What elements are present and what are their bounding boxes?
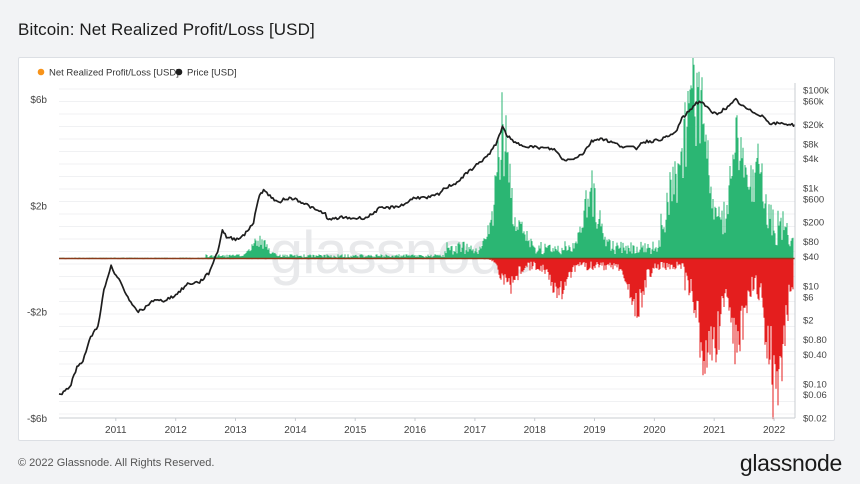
chart-card: glassnode $6b $2b -$2b -$6b $100k $60k $20k $8… bbox=[18, 32, 835, 441]
x-axis-tick-label: 2011 bbox=[105, 425, 127, 436]
right-axis-tick-label: $80 bbox=[803, 237, 819, 248]
legend-marker bbox=[37, 68, 45, 76]
right-axis-tick-label: $4k bbox=[803, 154, 819, 165]
right-axis-tick-label: $8k bbox=[803, 139, 819, 150]
right-axis-tick-label: $60k bbox=[803, 97, 824, 108]
left-axis-tick-label: -$2b bbox=[27, 308, 47, 319]
left-axis-tick-label: -$6b bbox=[27, 414, 47, 425]
right-axis-tick-label: $10 bbox=[803, 281, 819, 292]
copyright-text: © 2022 Glassnode. All Rights Reserved. bbox=[18, 457, 215, 469]
left-axis-labels: $6b $2b -$2b -$6b bbox=[27, 95, 47, 425]
right-axis-tick-label: $20k bbox=[803, 120, 824, 131]
left-axis-tick-label: $2b bbox=[30, 201, 47, 212]
legend-label[interactable]: Price [USD] bbox=[187, 68, 237, 79]
right-axis-labels: $100k$60k$20k$8k$4k$1k$600$200$80$40$10$… bbox=[803, 86, 829, 425]
glassnode-logo: glassnode bbox=[739, 450, 842, 476]
right-axis-tick-label: $2 bbox=[803, 316, 814, 327]
right-axis-tick-label: $1k bbox=[803, 184, 819, 195]
x-axis-tick-label: 2014 bbox=[284, 425, 307, 436]
x-axis-tick-label: 2019 bbox=[583, 425, 606, 436]
x-axis-labels: 2011 2012 2013 2014 2015 2016 2017 2018 2019 2020… bbox=[105, 418, 786, 436]
right-axis-tick-label: $0.40 bbox=[803, 350, 827, 361]
right-axis-tick-label: $0.10 bbox=[803, 379, 827, 390]
right-axis-tick-label: $40 bbox=[803, 252, 819, 263]
x-axis-tick-label: 2016 bbox=[404, 425, 427, 436]
x-axis-tick-label: 2021 bbox=[703, 425, 726, 436]
legend-label[interactable]: Net Realized Profit/Loss [USD] bbox=[49, 68, 179, 79]
right-axis-tick-label: $600 bbox=[803, 194, 824, 205]
x-axis-tick-label: 2022 bbox=[763, 425, 786, 436]
right-axis-tick-label: $100k bbox=[803, 86, 829, 97]
right-axis-tick-label: $200 bbox=[803, 218, 824, 229]
right-axis-tick-label: $0.02 bbox=[803, 414, 827, 425]
price-series-line bbox=[58, 97, 796, 396]
legend: Net Realized Profit/Loss [USD] Price [USD… bbox=[37, 68, 237, 79]
right-axis-tick-label: $0.80 bbox=[803, 335, 827, 346]
right-axis-tick-label: $0.06 bbox=[803, 390, 827, 401]
legend-marker bbox=[175, 68, 183, 76]
chart-svg: glassnode $6b$2b-$2b-$6b $100k$60k$20k$8… bbox=[27, 32, 829, 436]
x-axis-tick-label: 2018 bbox=[524, 425, 547, 436]
x-axis-tick-label: 2015 bbox=[344, 425, 367, 436]
x-axis-tick-label: 2013 bbox=[224, 425, 247, 436]
x-axis-tick-label: 2012 bbox=[165, 425, 188, 436]
x-axis-tick-label: 2020 bbox=[643, 425, 666, 436]
page-title: Bitcoin: Net Realized Profit/Loss [USD] bbox=[18, 20, 315, 39]
right-axis-tick-label: $6 bbox=[803, 292, 814, 303]
left-axis-tick-label: $6b bbox=[30, 95, 47, 106]
x-axis-tick-label: 2017 bbox=[464, 425, 487, 436]
